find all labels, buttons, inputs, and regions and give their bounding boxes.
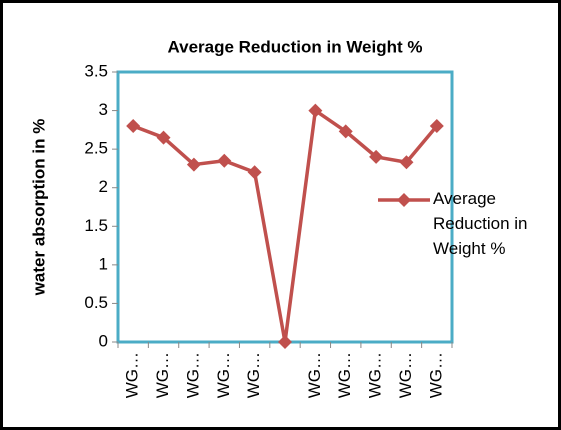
data-point [156,130,171,145]
data-point [308,103,323,118]
y-tick-label: 2.5 [84,139,108,158]
y-tick-label: 3.5 [84,61,108,80]
x-tick-label: WG… [244,352,263,398]
y-tick-label: 0 [99,331,108,350]
data-point [247,165,262,180]
x-tick-label: WG… [153,352,172,398]
data-point [369,149,384,164]
x-tick-label: WG… [214,352,233,398]
x-tick-label: WG… [335,352,354,398]
y-axis-label: water absorption in % [29,119,48,297]
data-point [278,335,292,349]
y-tick-label: 2 [99,177,108,196]
x-tick-label: WG… [366,352,385,398]
data-point [399,155,414,170]
data-point [186,157,201,172]
legend-label: Average Reduction in Weight % [433,189,528,258]
x-tick-label: WG… [183,352,202,398]
y-tick-label: 0.5 [84,293,108,312]
y-tick-label: 3 [99,100,108,119]
x-tick-label: WG… [396,352,415,398]
data-point [338,124,353,139]
data-point [429,119,444,133]
x-tick-label: WG… [305,352,324,398]
x-tick-label: WG… [426,352,445,398]
legend-marker [397,193,411,207]
y-tick-label: 1.5 [84,216,108,235]
chart-title: Average Reduction in Weight % [167,37,422,56]
y-tick-label: 1 [99,254,108,273]
x-tick-label: WG… [123,352,142,398]
data-point [126,119,141,133]
data-point [217,153,232,168]
